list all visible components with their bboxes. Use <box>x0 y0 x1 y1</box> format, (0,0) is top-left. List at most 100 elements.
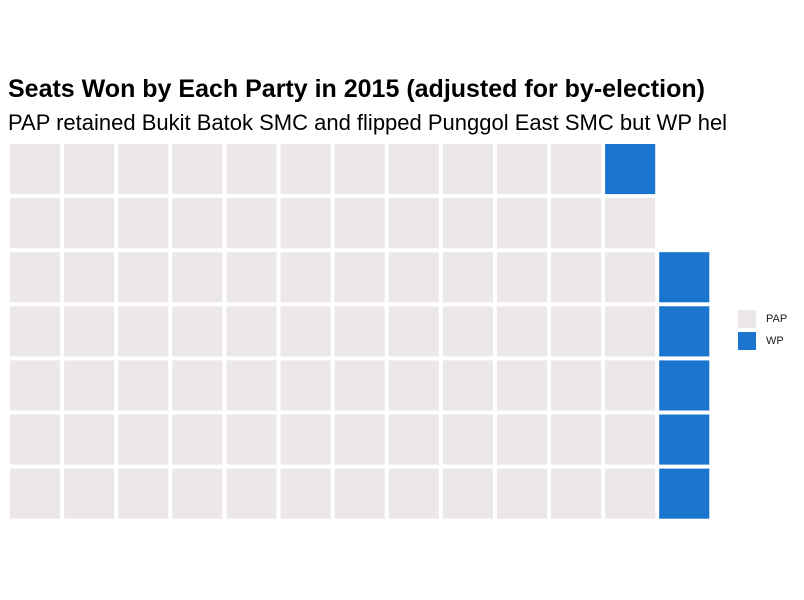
legend-label-pap: PAP <box>766 313 788 325</box>
waffle-cell-pap <box>605 468 656 519</box>
waffle-cell-pap <box>10 360 61 411</box>
legend-swatch-wp <box>738 332 756 350</box>
waffle-cell-pap <box>551 414 602 465</box>
waffle-cell-pap <box>64 198 115 249</box>
waffle-cell-pap <box>64 306 115 357</box>
waffle-cell-pap <box>280 306 331 357</box>
waffle-cell-pap <box>172 306 223 357</box>
waffle-cell-wp <box>659 306 710 357</box>
waffle-cell-pap <box>442 144 493 195</box>
waffle-cell-pap <box>10 468 61 519</box>
waffle-cell-pap <box>118 360 169 411</box>
waffle-cell-pap <box>388 414 439 465</box>
waffle-cell-wp <box>659 414 710 465</box>
waffle-cell-pap <box>605 360 656 411</box>
waffle-cell-pap <box>496 198 547 249</box>
waffle-cell-pap <box>605 306 656 357</box>
waffle-cell-pap <box>280 468 331 519</box>
waffle-cell-pap <box>280 198 331 249</box>
waffle-cell-pap <box>118 198 169 249</box>
waffle-cell-wp <box>659 252 710 303</box>
waffle-cell-pap <box>172 360 223 411</box>
waffle-cell-pap <box>496 144 547 195</box>
waffle-cell-pap <box>388 360 439 411</box>
legend-item-pap: PAP <box>738 310 787 328</box>
waffle-cell-pap <box>64 468 115 519</box>
waffle-cell-pap <box>10 306 61 357</box>
waffle-cell-pap <box>280 360 331 411</box>
waffle-cell-pap <box>226 144 277 195</box>
waffle-cell-pap <box>334 306 385 357</box>
waffle-cell-pap <box>334 414 385 465</box>
waffle-cell-pap <box>280 252 331 303</box>
waffle-cell-pap <box>334 252 385 303</box>
waffle-cell-pap <box>280 144 331 195</box>
waffle-cell-pap <box>551 306 602 357</box>
waffle-cell-pap <box>334 360 385 411</box>
waffle-cell-pap <box>118 252 169 303</box>
waffle-cell-pap <box>442 306 493 357</box>
waffle-cell-pap <box>10 144 61 195</box>
waffle-cell-pap <box>118 306 169 357</box>
waffle-cell-pap <box>172 198 223 249</box>
waffle-cell-pap <box>226 468 277 519</box>
legend-item-wp: WP <box>738 332 787 350</box>
waffle-cell-pap <box>496 252 547 303</box>
waffle-cell-pap <box>172 252 223 303</box>
waffle-cell-pap <box>551 144 602 195</box>
waffle-cell-pap <box>10 198 61 249</box>
waffle-cell-pap <box>64 144 115 195</box>
waffle-cell-pap <box>226 360 277 411</box>
waffle-cell-pap <box>496 414 547 465</box>
waffle-cell-pap <box>118 144 169 195</box>
waffle-cell-pap <box>388 144 439 195</box>
waffle-cell-pap <box>442 252 493 303</box>
chart-subtitle: PAP retained Bukit Batok SMC and flipped… <box>8 110 728 135</box>
waffle-cell-wp <box>605 144 656 195</box>
waffle-cell-pap <box>226 306 277 357</box>
waffle-cell-pap <box>172 414 223 465</box>
waffle-cell-pap <box>64 360 115 411</box>
waffle-cell-pap <box>496 468 547 519</box>
waffle-cell-pap <box>442 360 493 411</box>
legend-label-wp: WP <box>766 335 784 347</box>
waffle-cell-pap <box>388 468 439 519</box>
waffle-cell-pap <box>172 144 223 195</box>
waffle-cell-pap <box>551 360 602 411</box>
waffle-cell-pap <box>64 414 115 465</box>
waffle-cell-pap <box>496 306 547 357</box>
legend: PAP WP <box>738 310 787 354</box>
waffle-cell-pap <box>551 468 602 519</box>
waffle-cell-wp <box>659 468 710 519</box>
waffle-cell-pap <box>551 252 602 303</box>
waffle-cell-pap <box>442 414 493 465</box>
waffle-cell-pap <box>226 198 277 249</box>
waffle-cell-pap <box>388 306 439 357</box>
waffle-cell-pap <box>496 360 547 411</box>
waffle-cell-pap <box>605 198 656 249</box>
waffle-cell-pap <box>10 252 61 303</box>
waffle-cell-wp <box>659 360 710 411</box>
waffle-cell-pap <box>442 198 493 249</box>
waffle-cell-pap <box>226 414 277 465</box>
waffle-cell-pap <box>64 252 115 303</box>
waffle-cell-pap <box>605 414 656 465</box>
waffle-cell-pap <box>226 252 277 303</box>
waffle-cell-pap <box>118 468 169 519</box>
chart-title: Seats Won by Each Party in 2015 (adjuste… <box>8 75 705 103</box>
waffle-cell-pap <box>280 414 331 465</box>
legend-swatch-pap <box>738 310 756 328</box>
waffle-cell-pap <box>605 252 656 303</box>
waffle-cell-pap <box>551 198 602 249</box>
waffle-cell-pap <box>118 414 169 465</box>
waffle-cell-pap <box>334 198 385 249</box>
waffle-cell-pap <box>10 414 61 465</box>
waffle-cell-pap <box>172 468 223 519</box>
waffle-cell-pap <box>334 468 385 519</box>
waffle-cell-pap <box>388 198 439 249</box>
waffle-cell-pap <box>442 468 493 519</box>
waffle-cell-pap <box>334 144 385 195</box>
waffle-cell-pap <box>388 252 439 303</box>
